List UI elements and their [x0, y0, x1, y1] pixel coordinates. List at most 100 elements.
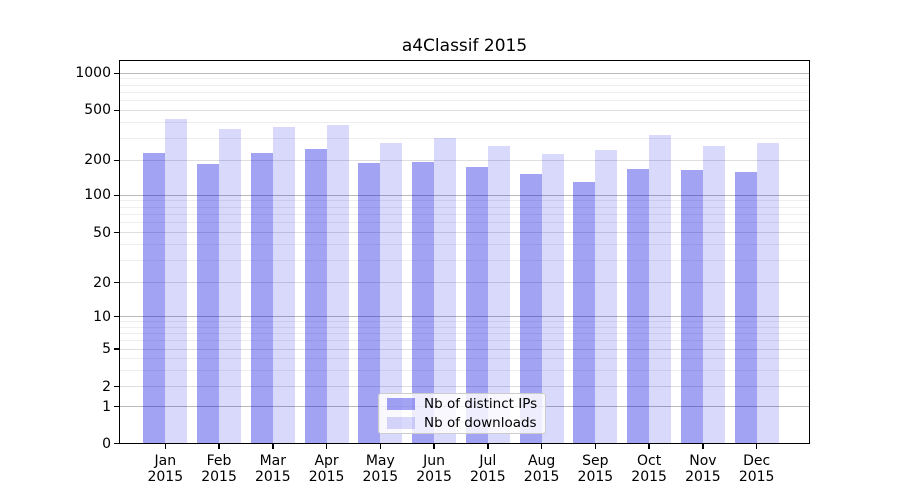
gridline-400	[120, 121, 809, 123]
x-tick-year-text: 2015	[362, 468, 399, 485]
bar-nb-of-downloads-jul	[487, 146, 510, 444]
bar-nb-of-downloads-dec	[756, 142, 779, 444]
x-tick-month-text: Dec	[743, 453, 771, 469]
x-tick-month-text: May	[365, 453, 395, 469]
x-tick-may	[379, 444, 382, 449]
bar-nb-of-distinct-ips-jan	[143, 152, 166, 444]
x-tick-apr	[325, 444, 328, 449]
gridline-40	[120, 244, 809, 246]
bar-nb-of-downloads-jun	[434, 138, 457, 444]
y-tick-label-20: 20	[93, 274, 111, 291]
y-tick-50	[114, 232, 119, 234]
x-tick-jan	[164, 444, 166, 449]
legend: Nb of distinct IPs Nb of downloads	[378, 393, 546, 434]
x-tick-label-jun: Jun 2015	[402, 453, 466, 485]
x-tick-year-text: 2015	[147, 468, 184, 485]
x-tick-month-text: Apr	[314, 453, 339, 469]
gridline-900	[120, 78, 809, 80]
y-tick-1	[114, 406, 119, 408]
gridline-80	[120, 206, 809, 208]
gridline-70	[120, 214, 809, 216]
gridline-100	[120, 194, 809, 196]
gridline-9	[120, 321, 809, 323]
x-tick-label-mar: Mar 2015	[241, 453, 305, 485]
x-tick-dec	[755, 444, 758, 449]
x-tick-nov	[702, 444, 704, 449]
x-tick-year-text: 2015	[254, 468, 291, 485]
legend-swatch-nb-of-distinct-ips	[387, 398, 415, 410]
y-tick-2	[114, 386, 119, 388]
y-tick-200	[114, 159, 119, 161]
y-tick-label-500: 500	[84, 102, 111, 119]
bar-nb-of-downloads-aug	[541, 153, 564, 444]
y-tick-label-50: 50	[93, 224, 111, 241]
y-tick-1000	[114, 72, 119, 74]
bar-nb-of-downloads-jan	[165, 118, 188, 444]
x-tick-year-text: 2015	[308, 468, 345, 485]
y-tick-label-2: 2	[102, 378, 111, 395]
bar-nb-of-distinct-ips-may	[358, 162, 381, 444]
x-tick-label-nov: Nov 2015	[671, 453, 735, 485]
y-tick-label-100: 100	[84, 187, 111, 204]
x-tick-month-text: Nov	[689, 453, 717, 469]
x-tick-month-text: Jul	[479, 453, 497, 469]
y-tick-label-5: 5	[102, 341, 111, 357]
x-tick-label-oct: Oct 2015	[617, 453, 681, 485]
bar-nb-of-distinct-ips-nov	[680, 169, 703, 444]
bar-nb-of-downloads-sep	[595, 150, 618, 444]
bar-nb-of-distinct-ips-dec	[734, 171, 757, 444]
bar-nb-of-downloads-nov	[702, 145, 725, 444]
y-tick-label-1000: 1000	[75, 65, 111, 82]
x-tick-year-text: 2015	[577, 468, 614, 485]
x-tick-label-jul: Jul 2015	[456, 453, 520, 485]
gridline-600	[120, 100, 809, 102]
y-tick-label-10: 10	[93, 308, 111, 325]
gridline-30	[120, 260, 809, 262]
x-tick-label-dec: Dec 2015	[725, 453, 789, 485]
bar-nb-of-downloads-oct	[649, 134, 672, 444]
x-tick-year-text: 2015	[631, 468, 667, 485]
bar-nb-of-distinct-ips-oct	[627, 168, 650, 444]
y-tick-20	[114, 282, 119, 284]
x-tick-label-may: May 2015	[348, 453, 412, 485]
x-tick-jun	[433, 444, 435, 449]
gridline-300	[120, 137, 809, 139]
gridline-50	[120, 232, 809, 234]
gridline-4	[120, 357, 809, 359]
x-tick-label-sep: Sep 2015	[563, 453, 627, 485]
gridline-3	[120, 369, 809, 371]
gridline-90	[120, 200, 809, 202]
legend-label-nb-of-distinct-ips: Nb of distinct IPs	[424, 395, 538, 412]
bar-nb-of-distinct-ips-jun	[412, 162, 435, 444]
x-tick-month-text: Sep	[582, 453, 609, 469]
x-tick-label-feb: Feb 2015	[187, 453, 251, 485]
gridline-5	[120, 348, 809, 350]
legend-label-nb-of-downloads: Nb of downloads	[424, 414, 537, 431]
x-tick-aug	[540, 444, 543, 449]
legend-swatch-nb-of-downloads	[387, 417, 415, 429]
gridline-1000	[120, 72, 809, 74]
x-tick-label-jan: Jan 2015	[133, 453, 197, 485]
legend-row-nb-of-distinct-ips: Nb of distinct IPs	[379, 395, 545, 412]
y-tick-10	[114, 316, 119, 318]
bar-nb-of-downloads-apr	[326, 125, 349, 444]
chart-title: a4Classif 2015	[401, 36, 528, 56]
gridline-700	[120, 91, 809, 93]
x-tick-year-text: 2015	[470, 468, 506, 485]
gridline-200	[120, 159, 809, 161]
x-tick-month-text: Oct	[637, 453, 662, 469]
x-tick-year-text: 2015	[416, 468, 452, 485]
x-tick-oct	[648, 444, 650, 449]
legend-row-nb-of-downloads: Nb of downloads	[379, 414, 545, 431]
gridline-2	[120, 386, 809, 388]
x-tick-month-text: Feb	[206, 453, 232, 469]
gridline-7	[120, 332, 809, 334]
x-tick-year-text: 2015	[523, 468, 560, 485]
gridline-8	[120, 326, 809, 328]
x-tick-jul	[487, 444, 489, 449]
gridline-10	[120, 316, 809, 318]
x-tick-year-text: 2015	[201, 468, 237, 485]
bar-nb-of-distinct-ips-sep	[573, 181, 596, 444]
bar-nb-of-distinct-ips-jul	[465, 166, 488, 444]
